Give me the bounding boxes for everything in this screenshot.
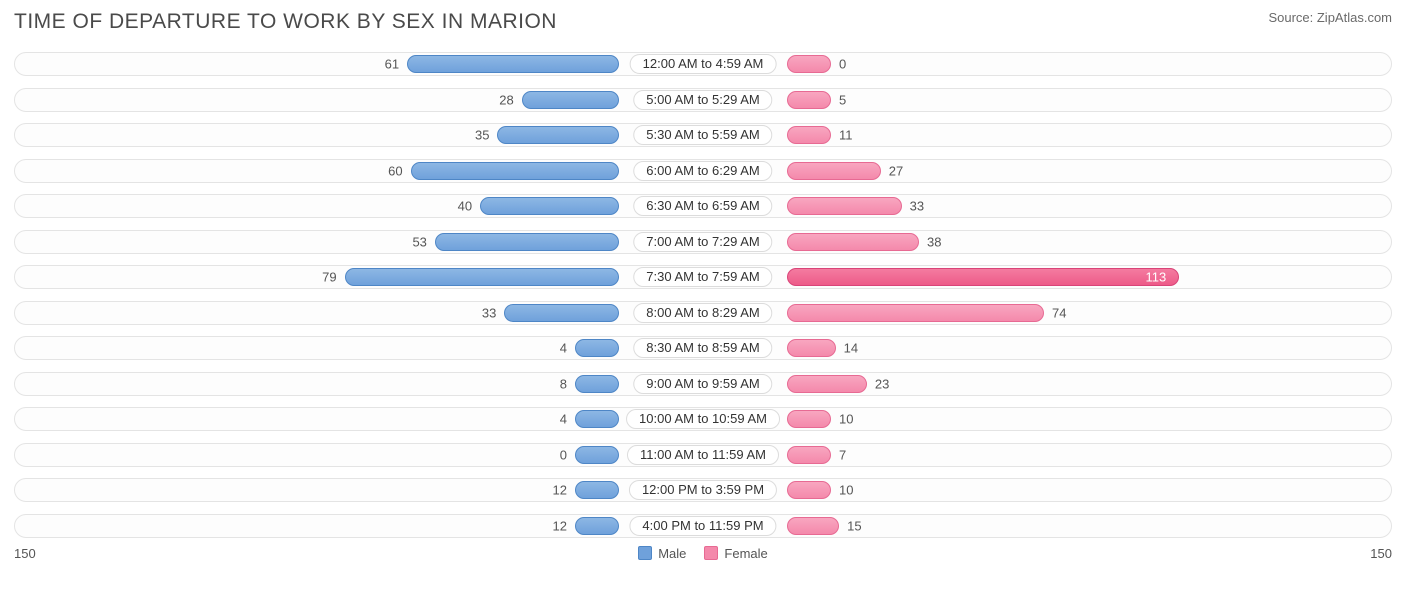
value-female: 11 [839,128,853,143]
bar-male [411,162,619,180]
bar-male [345,268,619,286]
row-label: 6:00 AM to 6:29 AM [633,161,772,181]
chart-row: 4 10 10:00 AM to 10:59 AM [14,403,1392,435]
row-label: 7:00 AM to 7:29 AM [633,232,772,252]
row-label: 4:00 PM to 11:59 PM [629,516,776,536]
chart-row: 35 11 5:30 AM to 5:59 AM [14,119,1392,151]
row-label: 12:00 PM to 3:59 PM [629,480,777,500]
row-label: 12:00 AM to 4:59 AM [630,54,777,74]
row-label: 6:30 AM to 6:59 AM [633,196,772,216]
value-female: 7 [839,447,846,462]
bar-male [575,339,619,357]
row-label: 10:00 AM to 10:59 AM [626,409,780,429]
value-male: 28 [499,92,513,107]
axis-max-right: 150 [1370,546,1392,561]
bar-female [787,481,831,499]
chart-container: TIME OF DEPARTURE TO WORK BY SEX IN MARI… [0,0,1406,569]
axis-max-left: 150 [14,546,36,561]
value-female: 74 [1052,305,1066,320]
legend: Male Female [638,546,768,561]
row-label: 7:30 AM to 7:59 AM [633,267,772,287]
legend-item-female: Female [704,546,767,561]
bar-male [504,304,619,322]
row-label: 11:00 AM to 11:59 AM [627,445,779,465]
row-label: 8:30 AM to 8:59 AM [633,338,772,358]
value-male: 12 [553,518,567,533]
value-male: 8 [560,376,567,391]
row-label: 8:00 AM to 8:29 AM [633,303,772,323]
chart-row: 12 15 4:00 PM to 11:59 PM [14,510,1392,542]
legend-label-male: Male [658,546,686,561]
value-male: 53 [412,234,426,249]
bar-female [787,268,1179,286]
bar-male [480,197,619,215]
bar-female [787,304,1044,322]
diverging-bar-chart: 61 0 12:00 AM to 4:59 AM 28 5 5:00 AM to 5:29… [14,48,1392,542]
value-female: 15 [847,518,861,533]
row-label: 5:30 AM to 5:59 AM [633,125,772,145]
bar-male [497,126,619,144]
row-label: 9:00 AM to 9:59 AM [633,374,772,394]
value-female: 10 [839,483,853,498]
chart-row: 53 38 7:00 AM to 7:29 AM [14,226,1392,258]
bar-male [575,481,619,499]
bar-male [575,446,619,464]
value-male: 61 [385,57,399,72]
value-male: 4 [560,412,567,427]
value-male: 40 [458,199,472,214]
legend-label-female: Female [724,546,767,561]
bar-male [522,91,619,109]
chart-row: 40 33 6:30 AM to 6:59 AM [14,190,1392,222]
chart-row: 28 5 5:00 AM to 5:29 AM [14,84,1392,116]
bar-female [787,91,831,109]
chart-row: 0 7 11:00 AM to 11:59 AM [14,439,1392,471]
legend-item-male: Male [638,546,686,561]
value-female: 14 [844,341,858,356]
value-female: 33 [910,199,924,214]
bar-female [787,233,919,251]
value-male: 35 [475,128,489,143]
bar-female [787,446,831,464]
source-attribution: Source: ZipAtlas.com [1268,10,1392,25]
bar-female [787,410,831,428]
value-male: 4 [560,341,567,356]
value-female: 10 [839,412,853,427]
chart-row: 4 14 8:30 AM to 8:59 AM [14,332,1392,364]
bar-male [575,517,619,535]
legend-swatch-male [638,546,652,560]
value-female: 113 [1145,270,1166,285]
value-male: 60 [388,163,402,178]
chart-footer: 150 Male Female 150 [14,546,1392,561]
bar-male [575,410,619,428]
chart-row: 61 0 12:00 AM to 4:59 AM [14,48,1392,80]
value-male: 33 [482,305,496,320]
value-female: 0 [839,57,846,72]
bar-female [787,197,902,215]
value-male: 79 [322,270,336,285]
bar-male [575,375,619,393]
chart-row: 33 74 8:00 AM to 8:29 AM [14,297,1392,329]
value-female: 5 [839,92,846,107]
bar-female [787,517,839,535]
value-female: 38 [927,234,941,249]
chart-title: TIME OF DEPARTURE TO WORK BY SEX IN MARI… [14,10,557,34]
chart-row: 12 10 12:00 PM to 3:59 PM [14,474,1392,506]
bar-female [787,339,836,357]
value-female: 27 [889,163,903,178]
header: TIME OF DEPARTURE TO WORK BY SEX IN MARI… [14,10,1392,34]
bar-female [787,162,881,180]
bar-female [787,55,831,73]
bar-male [435,233,619,251]
chart-row: 79 113 7:30 AM to 7:59 AM [14,261,1392,293]
chart-row: 60 27 6:00 AM to 6:29 AM [14,155,1392,187]
value-male: 0 [560,447,567,462]
legend-swatch-female [704,546,718,560]
bar-male [407,55,619,73]
row-label: 5:00 AM to 5:29 AM [633,90,772,110]
value-male: 12 [553,483,567,498]
bar-female [787,375,867,393]
bar-female [787,126,831,144]
chart-row: 8 23 9:00 AM to 9:59 AM [14,368,1392,400]
value-female: 23 [875,376,889,391]
